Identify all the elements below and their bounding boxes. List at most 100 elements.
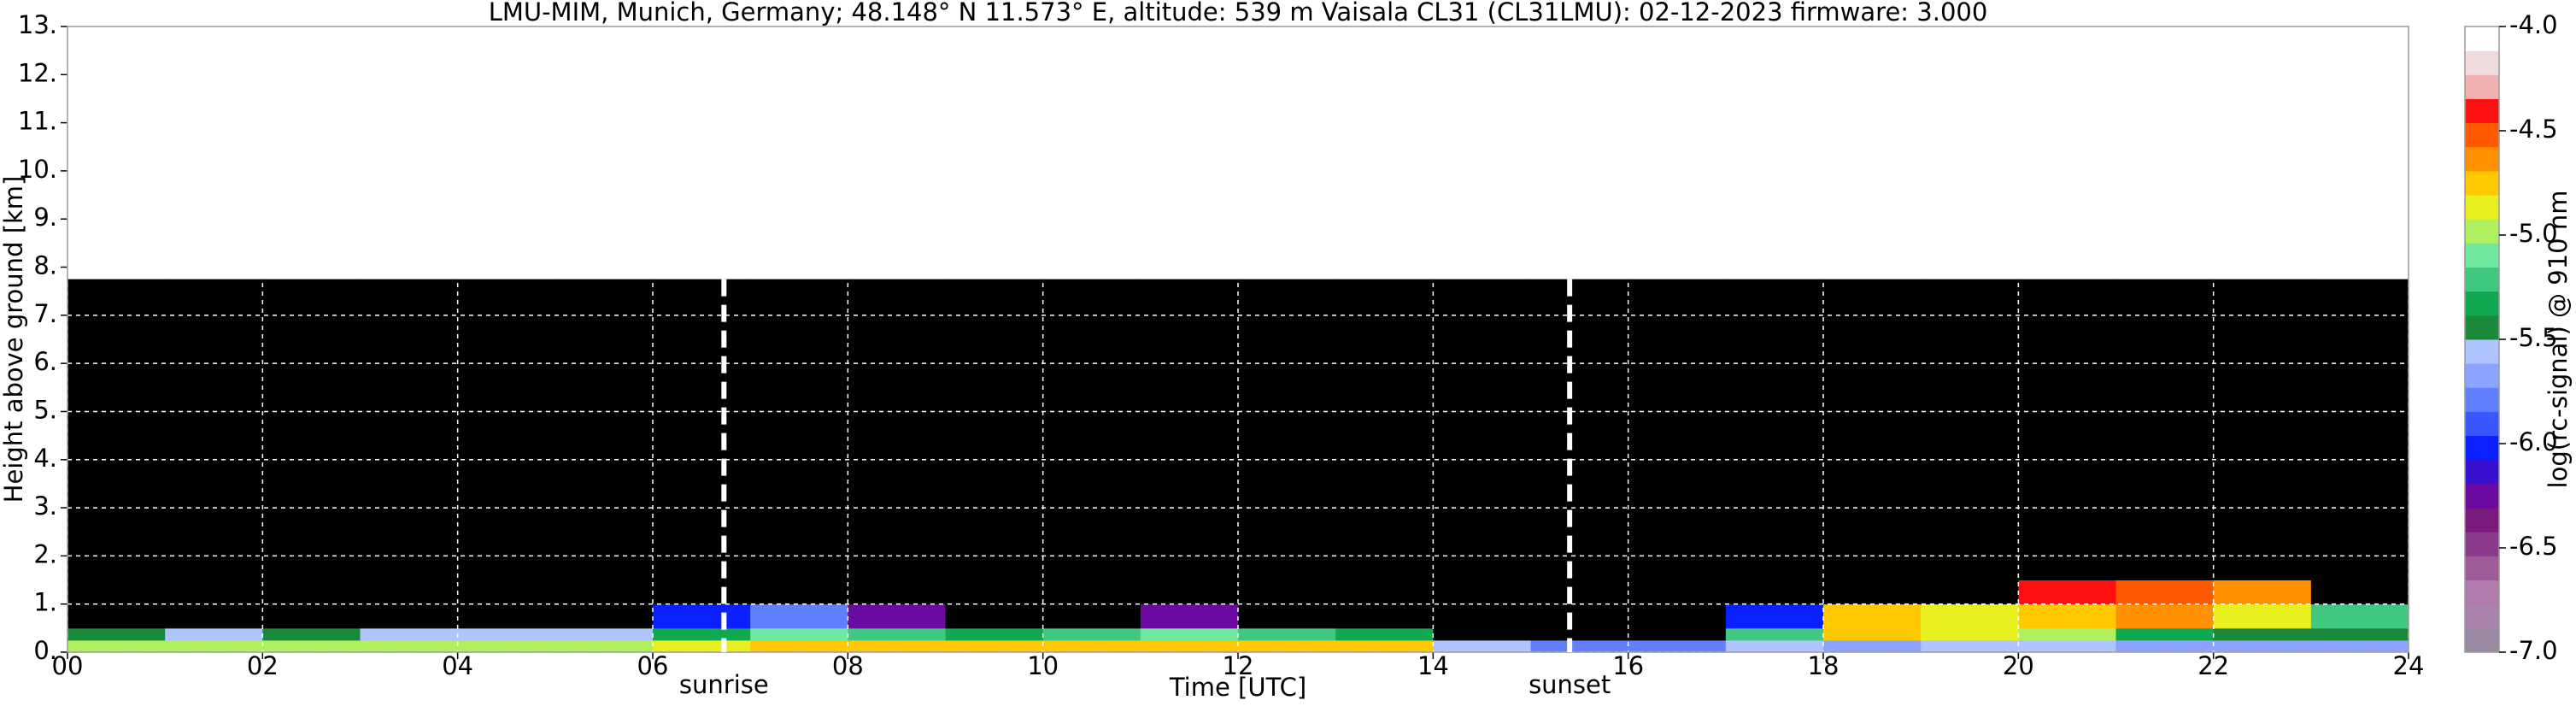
heatmap-cell <box>1628 627 1727 641</box>
heatmap-cell <box>1042 639 1141 653</box>
colorbar-swatch <box>2465 339 2499 364</box>
colorbar-swatch <box>2465 435 2499 461</box>
heatmap-cell <box>1628 279 1727 581</box>
heatmap-cell <box>1725 279 1824 581</box>
heatmap-cell <box>1140 279 1239 581</box>
heatmap-cell <box>1823 603 1922 629</box>
x-tick-label: 18 <box>1808 651 1840 680</box>
y-tick-label: 3. <box>33 491 57 521</box>
heatmap-cell <box>1335 580 1434 605</box>
heatmap-cell <box>1725 603 1824 629</box>
heatmap-cell <box>1530 603 1629 629</box>
heatmap-cell <box>262 627 361 641</box>
chart-title: LMU-MIM, Munich, Germany; 48.148° N 11.5… <box>489 0 1988 26</box>
heatmap-cell <box>67 639 166 653</box>
heatmap-cell <box>1238 627 1336 641</box>
heatmap-cell <box>555 639 654 653</box>
heatmap-cell <box>1335 603 1434 629</box>
x-tick-label: 02 <box>247 651 279 680</box>
y-axis-label: Height above ground [km] <box>0 176 28 503</box>
heatmap-cell <box>1725 639 1824 653</box>
annotation-label: sunset <box>1529 670 1611 699</box>
heatmap-cell <box>1530 279 1629 581</box>
heatmap-cell <box>457 603 556 629</box>
y-tick-label: 8. <box>33 251 57 280</box>
colorbar-tick-label: -6.5 <box>2509 532 2558 561</box>
colorbar-swatch <box>2465 26 2499 51</box>
heatmap-cell <box>165 603 263 629</box>
x-axis-label: Time [UTC] <box>1169 673 1306 702</box>
y-tick-label: 12. <box>18 58 57 87</box>
heatmap-cell <box>848 279 946 581</box>
heatmap-cell <box>262 279 361 581</box>
heatmap-cell <box>2213 639 2312 653</box>
y-tick-label: 5. <box>33 395 57 424</box>
y-tick-label: 2. <box>33 539 57 568</box>
y-tick-label: 7. <box>33 299 57 328</box>
heatmap-cell <box>653 279 751 581</box>
heatmap-cell <box>1042 603 1141 629</box>
heatmap-cell <box>2310 580 2409 605</box>
colorbar-swatch <box>2465 483 2499 509</box>
colorbar-tick-label: -6.0 <box>2509 427 2558 456</box>
heatmap-cell <box>67 627 166 641</box>
heatmap-cell <box>360 279 459 581</box>
heatmap-cell <box>1433 639 1531 653</box>
annotation-label: sunrise <box>679 670 769 699</box>
heatmap-cell <box>67 603 166 629</box>
colorbar-swatch <box>2465 74 2499 99</box>
heatmap-cell <box>1042 279 1141 581</box>
heatmap-cell <box>165 580 263 605</box>
heatmap-cell <box>1140 603 1239 629</box>
colorbar-swatch <box>2465 195 2499 220</box>
heatmap-cell <box>2310 603 2409 629</box>
heatmap-cell <box>2310 279 2409 581</box>
heatmap-cell <box>1823 580 1922 605</box>
heatmap-cell <box>2115 639 2215 653</box>
heatmap-cell <box>1042 580 1141 605</box>
y-tick-label: 11. <box>18 107 57 136</box>
heatmap-cell <box>653 603 751 629</box>
heatmap-cell <box>2115 580 2215 605</box>
x-tick-label: 12 <box>1223 651 1254 680</box>
colorbar-swatch <box>2465 291 2499 316</box>
heatmap-cell <box>1140 580 1239 605</box>
heatmap-cell <box>360 627 459 641</box>
colorbar-swatch <box>2465 146 2499 172</box>
colorbar-swatch <box>2465 411 2499 437</box>
heatmap-cell <box>1238 580 1336 605</box>
heatmap-cell <box>262 639 361 653</box>
colorbar-swatch <box>2465 363 2499 388</box>
heatmap-cell <box>1238 603 1336 629</box>
heatmap-cell <box>2213 603 2312 629</box>
x-tick-label: 22 <box>2198 651 2229 680</box>
heatmap-cell <box>2213 279 2312 581</box>
heatmap-cell <box>1628 639 1727 653</box>
heatmap-cell <box>1530 639 1629 653</box>
heatmap-cell <box>1725 627 1824 641</box>
heatmap-cell <box>653 580 751 605</box>
heatmap-cell <box>1628 580 1727 605</box>
heatmap-cell <box>360 639 459 653</box>
colorbar-tick-label: -4.0 <box>2509 10 2558 39</box>
colorbar-swatch <box>2465 459 2499 485</box>
heatmap-cell <box>1140 627 1239 641</box>
heatmap-cell <box>1042 627 1141 641</box>
colorbar-swatch <box>2465 603 2499 629</box>
heatmap-cell <box>1823 627 1922 641</box>
y-tick-label: 1. <box>33 588 57 617</box>
heatmap-cell <box>1433 603 1531 629</box>
heatmap-cell <box>1238 639 1336 653</box>
colorbar-label: log(rc-signal) @ 910 nm <box>2544 191 2573 489</box>
colorbar-swatch <box>2465 219 2499 244</box>
heatmap-cell <box>1530 627 1629 641</box>
x-tick-label: 04 <box>442 651 473 680</box>
heatmap-cell <box>555 279 654 581</box>
x-tick-label: 14 <box>1417 651 1449 680</box>
heatmap-cell <box>1335 627 1434 641</box>
heatmap-cell <box>1238 279 1336 581</box>
colorbar-swatch <box>2465 580 2499 605</box>
colorbar-swatch <box>2465 532 2499 556</box>
heatmap-cell <box>165 279 263 581</box>
x-tick-label: 16 <box>1612 651 1644 680</box>
